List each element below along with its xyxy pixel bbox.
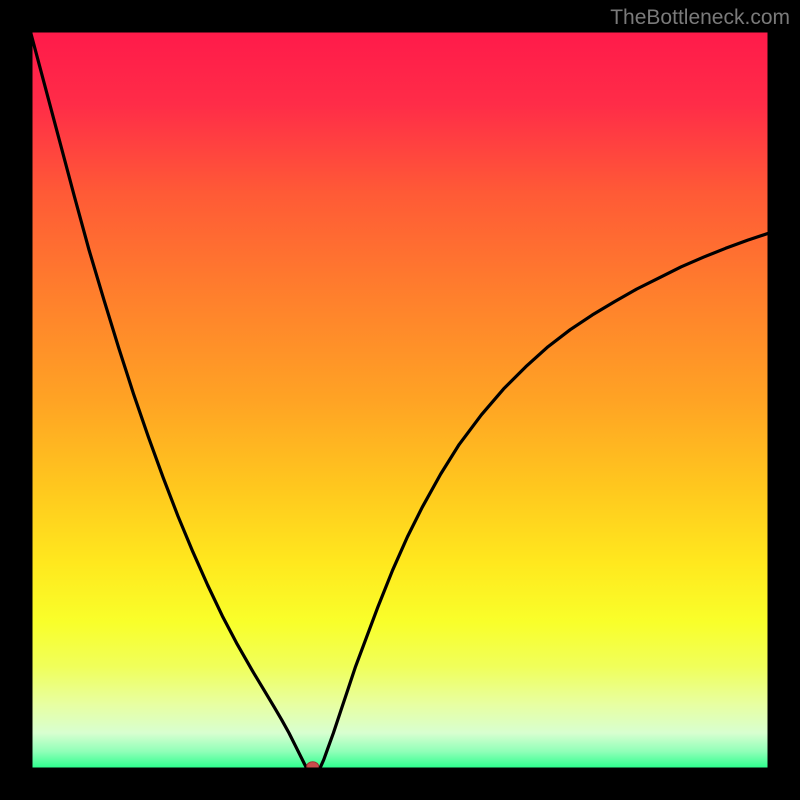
bottleneck-chart: TheBottleneck.com	[0, 0, 800, 800]
chart-svg	[0, 0, 800, 800]
watermark-label: TheBottleneck.com	[610, 6, 790, 30]
